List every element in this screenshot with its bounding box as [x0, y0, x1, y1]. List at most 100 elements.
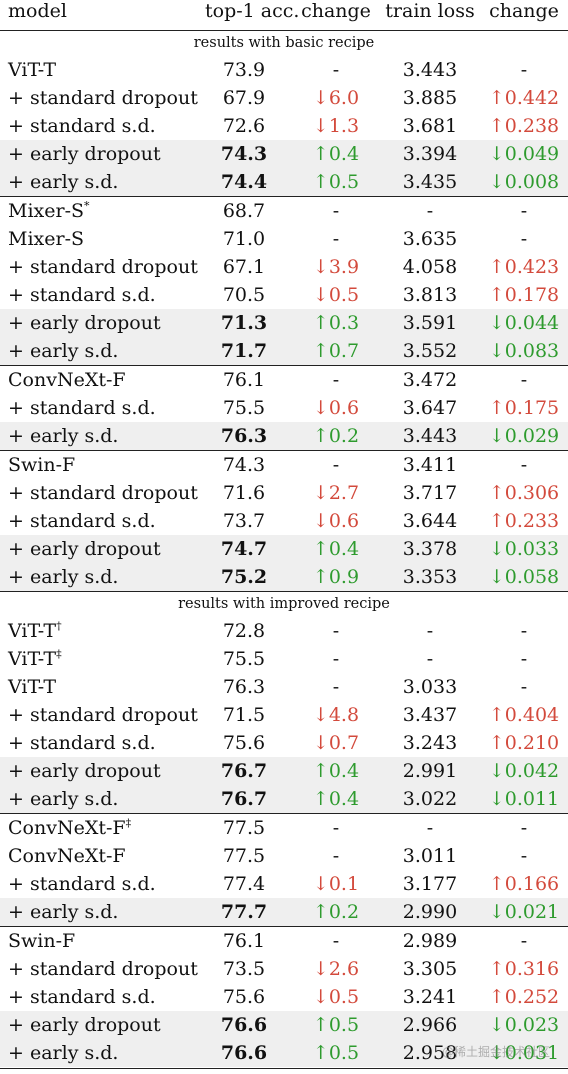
down-arrow-icon: ↓: [312, 397, 329, 419]
train-loss: 3.635: [402, 228, 458, 250]
acc-change: -: [332, 454, 340, 476]
acc-change: ↓0.6: [292, 394, 380, 422]
acc-change-value: 0.5: [328, 171, 360, 193]
acc-change-value: 0.2: [328, 901, 360, 923]
up-arrow-icon: ↑: [312, 312, 329, 334]
up-arrow-icon: ↑: [312, 1042, 329, 1064]
loss-change-value: 0.166: [504, 873, 560, 895]
down-arrow-icon: ↓: [488, 425, 505, 447]
model-name: ViT-T‡: [8, 645, 62, 673]
up-arrow-icon: ↑: [488, 873, 505, 895]
train-loss: 2.990: [402, 901, 458, 923]
table-row: Mixer-S 71.0 - 3.635 -: [0, 225, 568, 253]
up-arrow-icon: ↑: [312, 901, 329, 923]
table-row: + standard s.d. 75.6 ↓0.5 3.241 ↑0.252: [0, 983, 568, 1011]
top1-acc: 76.6: [220, 1014, 268, 1036]
top1-acc: 67.9: [222, 87, 266, 109]
top1-acc: 73.9: [222, 59, 266, 81]
acc-change: ↓2.6: [292, 955, 380, 983]
loss-change: ↑0.316: [480, 955, 568, 983]
train-loss: 3.813: [402, 284, 458, 306]
loss-change: ↑0.423: [480, 253, 568, 281]
model-label: + standard s.d.: [8, 510, 156, 532]
loss-change: -: [520, 454, 528, 476]
top1-acc: 76.6: [220, 1042, 268, 1064]
loss-change-value: 0.044: [504, 312, 560, 334]
train-loss: 2.966: [402, 1014, 458, 1036]
loss-change: ↓0.058: [480, 563, 568, 591]
acc-change: ↓0.7: [292, 729, 380, 757]
model-label: + early dropout: [8, 538, 161, 560]
header-acc-change: change: [301, 0, 371, 22]
table-row: + early s.d. 74.4 ↑0.5 3.435 ↓0.008: [0, 168, 568, 196]
table-row: + standard dropout 67.9 ↓6.0 3.885 ↑0.442: [0, 84, 568, 112]
table-row: Swin-F 76.1 - 2.989 -: [0, 927, 568, 955]
top1-acc: 77.4: [222, 873, 266, 895]
model-label: + standard dropout: [8, 958, 198, 980]
model-name: + early s.d.: [8, 898, 118, 926]
table-row: + early s.d. 75.2 ↑0.9 3.353 ↓0.058: [0, 563, 568, 591]
table-header: model top-1 acc. change train loss chang…: [0, 0, 568, 31]
model-name: + early dropout: [8, 757, 161, 785]
loss-change-value: 0.442: [504, 87, 560, 109]
acc-change: ↓2.7: [292, 479, 380, 507]
model-label: + standard dropout: [8, 87, 198, 109]
acc-change: -: [332, 620, 340, 642]
table-row: + early dropout 76.6 ↑0.5 2.966 ↓0.023: [0, 1011, 568, 1039]
down-arrow-icon: ↓: [488, 901, 505, 923]
up-arrow-icon: ↑: [312, 425, 329, 447]
loss-change: ↑0.166: [480, 870, 568, 898]
top1-acc: 76.1: [222, 369, 266, 391]
loss-change: -: [520, 817, 528, 839]
up-arrow-icon: ↑: [488, 115, 505, 137]
row-separator: [0, 813, 568, 814]
loss-change: ↓0.021: [480, 898, 568, 926]
acc-change: ↓3.9: [292, 253, 380, 281]
model-label: + early dropout: [8, 1014, 161, 1036]
footnote-mark: †: [56, 619, 62, 633]
acc-change: -: [332, 228, 340, 250]
loss-change: ↑0.442: [480, 84, 568, 112]
footnote-mark: ‡: [56, 647, 62, 661]
model-name: + standard dropout: [8, 253, 198, 281]
train-loss: 3.022: [402, 788, 458, 810]
top1-acc: 76.3: [222, 676, 266, 698]
loss-change: ↑0.178: [480, 281, 568, 309]
table-row: Mixer-S* 68.7 - - -: [0, 197, 568, 225]
model-name: + early dropout: [8, 309, 161, 337]
loss-change-value: 0.058: [504, 566, 560, 588]
model-name: + early s.d.: [8, 563, 118, 591]
down-arrow-icon: ↓: [312, 986, 329, 1008]
loss-change: -: [520, 676, 528, 698]
loss-change: -: [520, 59, 528, 81]
loss-change-value: 0.306: [504, 482, 560, 504]
loss-change: ↑0.404: [480, 701, 568, 729]
table-row: Swin-F 74.3 - 3.411 -: [0, 451, 568, 479]
model-name: + standard s.d.: [8, 870, 156, 898]
acc-change: -: [332, 369, 340, 391]
loss-change: ↓0.044: [480, 309, 568, 337]
down-arrow-icon: ↓: [488, 566, 505, 588]
row-separator: [0, 591, 568, 592]
train-loss: 3.243: [402, 732, 458, 754]
model-name: + standard s.d.: [8, 281, 156, 309]
acc-change: ↓6.0: [292, 84, 380, 112]
up-arrow-icon: ↑: [312, 760, 329, 782]
train-loss: 2.991: [402, 760, 458, 782]
down-arrow-icon: ↓: [312, 510, 329, 532]
model-name: + early s.d.: [8, 168, 118, 196]
down-arrow-icon: ↓: [312, 958, 329, 980]
table-row: + standard s.d. 73.7 ↓0.6 3.644 ↑0.233: [0, 507, 568, 535]
up-arrow-icon: ↑: [312, 340, 329, 362]
top1-acc: 74.7: [220, 538, 268, 560]
up-arrow-icon: ↑: [312, 788, 329, 810]
acc-change-value: 0.2: [328, 425, 360, 447]
top1-acc: 74.3: [220, 143, 268, 165]
model-label: + standard dropout: [8, 482, 198, 504]
up-arrow-icon: ↑: [488, 986, 505, 1008]
row-separator: [0, 365, 568, 366]
loss-change-value: 0.083: [504, 340, 560, 362]
table-row: + standard s.d. 75.5 ↓0.6 3.647 ↑0.175: [0, 394, 568, 422]
up-arrow-icon: ↑: [488, 958, 505, 980]
train-loss: 3.033: [402, 676, 458, 698]
